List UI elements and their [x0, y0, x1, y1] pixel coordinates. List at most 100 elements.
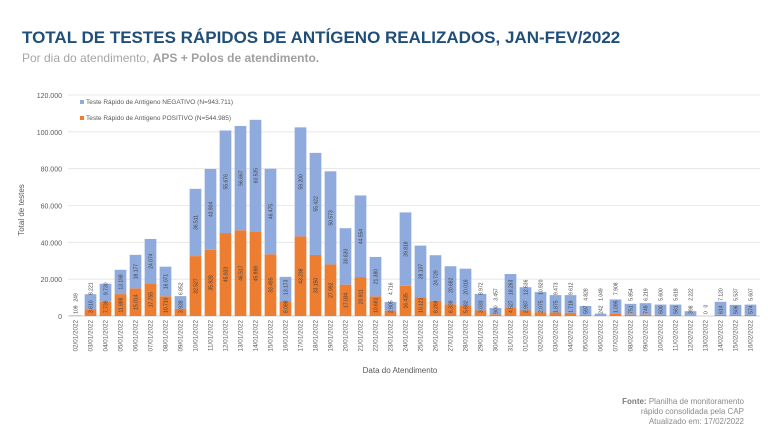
bar-negative — [129, 254, 142, 289]
bar-negative — [669, 304, 682, 315]
source-label: Fonte: — [622, 397, 647, 406]
data-label-positive: 4.527 — [508, 300, 514, 313]
x-tick-label: 26/01/2022 — [433, 320, 440, 352]
data-label-positive: 506 — [733, 305, 739, 314]
data-label-positive: 8.088 — [283, 300, 289, 313]
data-label-positive: 3.939 — [178, 300, 184, 313]
bar-negative — [729, 304, 742, 316]
data-label-positive: 561 — [673, 305, 679, 314]
data-label-positive: 5.682 — [463, 300, 469, 313]
x-tick-label: 07/01/2022 — [148, 320, 155, 352]
data-label-negative: 5.854 — [628, 288, 634, 301]
data-label-negative: 16.071 — [163, 274, 169, 290]
bar-negative — [159, 266, 172, 297]
data-label-negative: 9.473 — [553, 282, 559, 295]
bar-negative — [474, 293, 487, 311]
x-tick-label: 29/01/2022 — [478, 320, 485, 352]
y-tick-label: 60.000 — [41, 204, 63, 211]
x-tick-label: 28/01/2022 — [463, 320, 470, 352]
data-label-positive: 3.033 — [478, 300, 484, 313]
data-label-negative: 3.457 — [493, 288, 499, 301]
bar-positive — [609, 313, 622, 316]
bar-positive — [384, 310, 397, 316]
bar-positive — [174, 308, 187, 316]
data-label-positive: 33.150 — [313, 278, 319, 294]
data-label-negative: 5.537 — [733, 288, 739, 301]
data-label-negative: 7.908 — [613, 282, 619, 295]
bar-negative — [654, 304, 667, 315]
data-label-positive: 46.517 — [238, 265, 244, 281]
data-label-negative: 1.049 — [598, 288, 604, 301]
x-tick-label: 02/02/2022 — [538, 320, 545, 352]
bar-positive — [324, 264, 337, 316]
data-label-negative: 8.221 — [88, 282, 94, 295]
data-label-negative: 7.120 — [718, 288, 724, 301]
data-label-positive: 1.095 — [613, 300, 619, 313]
x-tick-label: 22/01/2022 — [373, 320, 380, 352]
data-label-negative: 60.535 — [253, 168, 259, 184]
x-tick-label: 01/02/2022 — [523, 320, 530, 352]
x-tick-label: 12/02/2022 — [688, 320, 695, 352]
bar-negative — [369, 256, 382, 297]
bar-negative — [714, 301, 727, 315]
bar-positive — [219, 233, 232, 316]
legend-swatch — [80, 116, 84, 120]
data-label-negative: 5.600 — [658, 288, 664, 301]
bar-positive — [249, 231, 262, 316]
data-label-negative: 6.852 — [178, 282, 184, 295]
bar-positive — [429, 300, 442, 316]
y-tick-label: 120.000 — [37, 93, 62, 100]
bar-negative — [219, 130, 232, 234]
x-tick-label: 21/01/2022 — [358, 320, 365, 352]
data-label-negative: 18.263 — [508, 279, 514, 295]
data-label-negative: 12.636 — [523, 279, 529, 295]
source-note: Fonte: Planilha de monitoramento rápido … — [622, 397, 744, 427]
data-label-positive: 11.888 — [118, 297, 124, 312]
data-label-negative: 2.222 — [688, 288, 694, 301]
bar-negative — [639, 303, 652, 315]
subtitle-plain: Por dia do atendimento, — [22, 51, 153, 65]
source-text: Planilha de monitoramento — [648, 397, 744, 406]
x-tick-label: 15/01/2022 — [268, 320, 275, 352]
x-tick-label: 09/01/2022 — [178, 320, 185, 352]
x-tick-label: 02/01/2022 — [73, 320, 80, 352]
data-label-positive: 45.988 — [253, 266, 259, 282]
x-tick-label: 04/01/2022 — [103, 320, 110, 352]
bar-positive — [744, 314, 757, 316]
x-tick-label: 07/02/2022 — [613, 320, 620, 352]
bar-positive — [414, 297, 427, 316]
data-label-positive: 0 — [703, 311, 709, 314]
bar-negative — [294, 127, 307, 237]
y-tick-label: 0 — [58, 314, 62, 321]
x-tick-label: 11/01/2022 — [208, 320, 215, 352]
data-label-negative: 56.667 — [238, 170, 244, 186]
x-tick-label: 09/02/2022 — [643, 320, 650, 352]
x-tick-label: 24/01/2022 — [403, 320, 410, 352]
bar-negative — [564, 295, 577, 313]
data-label-positive: 10.121 — [418, 297, 424, 313]
x-tick-label: 17/01/2022 — [298, 320, 305, 352]
x-tick-label: 30/01/2022 — [493, 320, 500, 352]
data-label-positive: 1.718 — [568, 300, 574, 313]
bar-negative — [384, 301, 397, 311]
data-label-positive: 751 — [628, 305, 634, 314]
legend-label: Teste Rápido de Antígeno POSITIVO (N=544… — [86, 115, 231, 122]
data-label-positive: 10.710 — [163, 297, 169, 313]
source-text-2: rápido consolidada pela CAP — [640, 407, 744, 416]
data-label-negative: 249 — [73, 293, 79, 302]
page-title: TOTAL DE TESTES RÁPIDOS DE ANTÍGENO REAL… — [22, 28, 621, 47]
data-label-positive: 43.238 — [298, 268, 304, 284]
bar-negative — [414, 245, 427, 298]
bar-positive — [204, 249, 217, 316]
bar-negative — [744, 304, 757, 315]
x-tick-label: 31/01/2022 — [508, 320, 515, 352]
data-label-positive: 2.905 — [388, 300, 394, 313]
data-label-positive: 600 — [658, 305, 664, 314]
data-label-positive: 33.495 — [268, 277, 274, 293]
x-tick-label: 16/01/2022 — [283, 320, 290, 352]
data-label-positive: 2.987 — [523, 300, 529, 313]
bar-negative — [189, 188, 202, 257]
data-label-positive: 109 — [73, 305, 79, 314]
data-label-positive: 27.992 — [328, 282, 334, 298]
